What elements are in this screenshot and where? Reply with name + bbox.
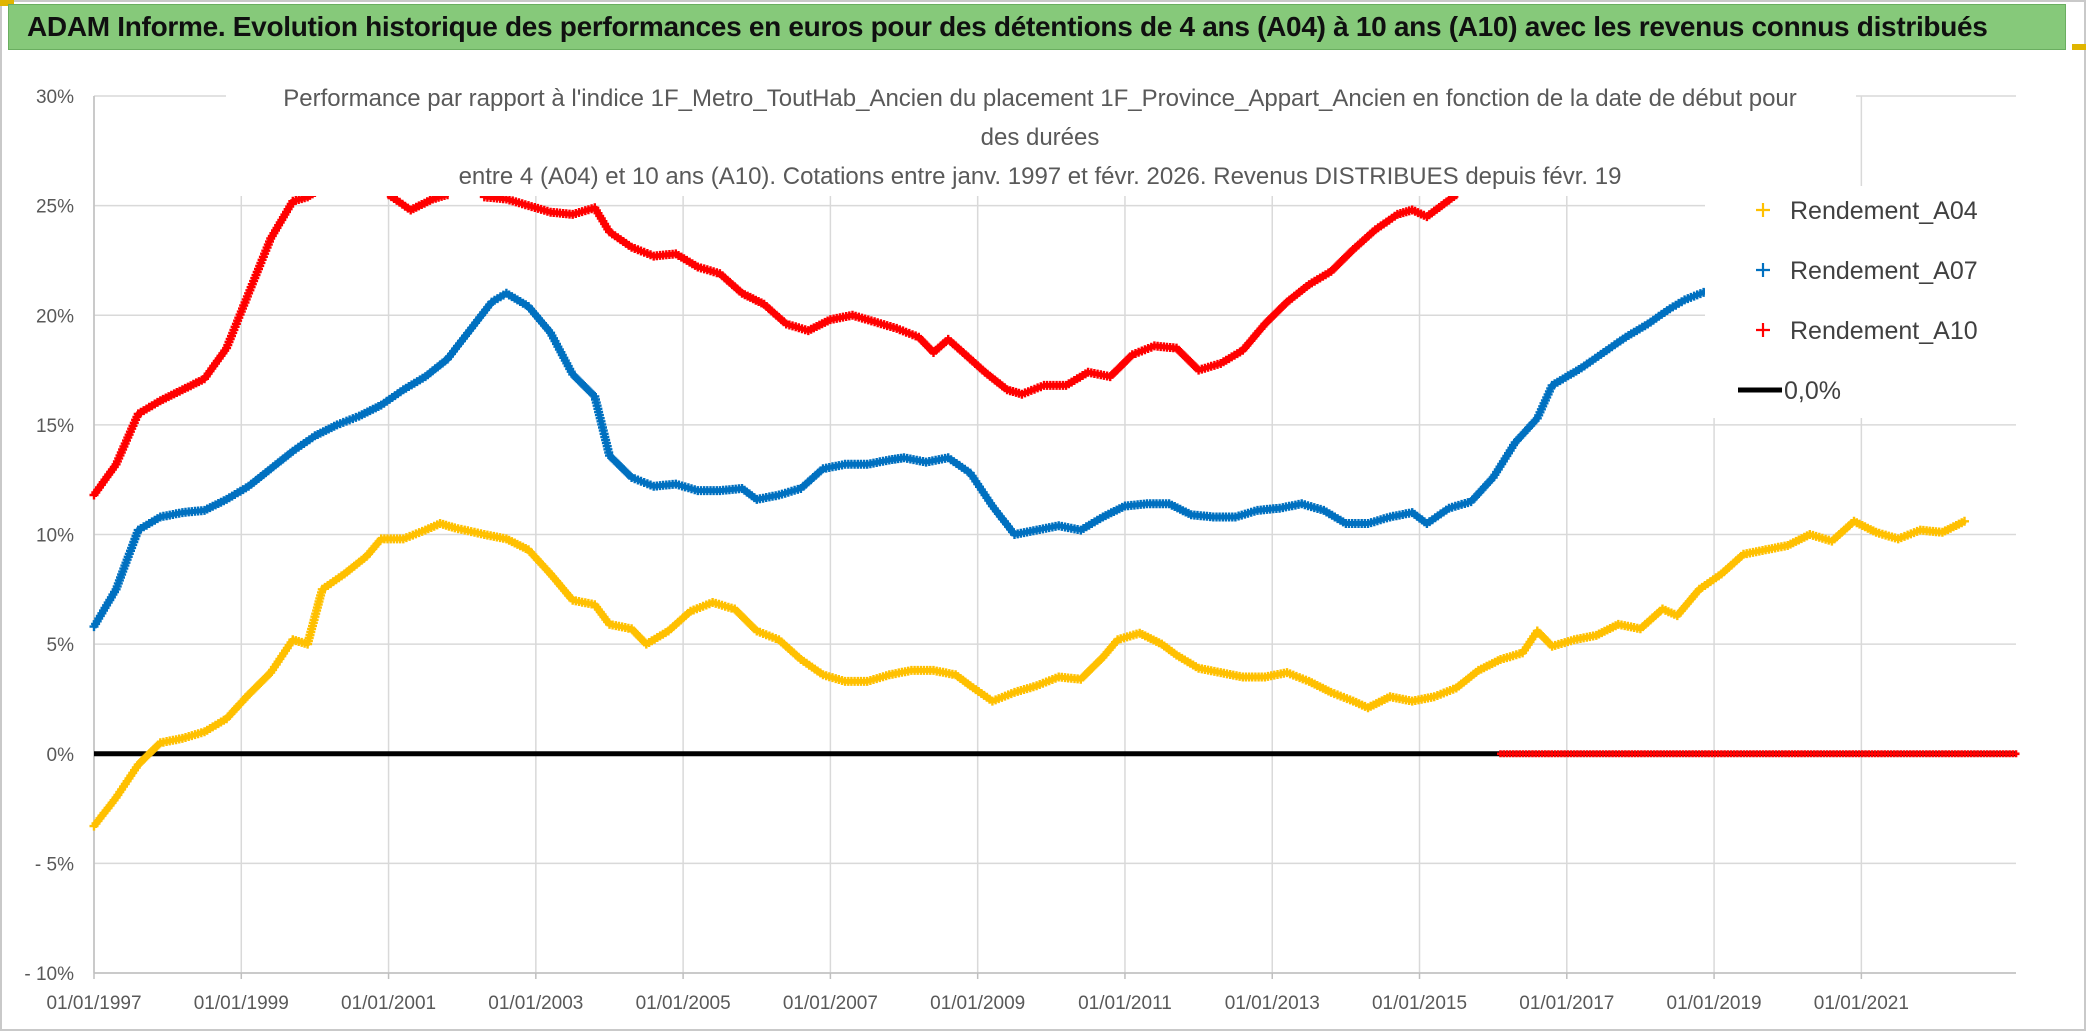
legend-marker <box>1756 263 1770 277</box>
legend-label: 0,0% <box>1784 377 1841 405</box>
x-tick-label: 01/01/2021 <box>1814 993 1909 1014</box>
series-rendement-a04 <box>89 516 1969 831</box>
series-markers <box>479 190 1461 399</box>
legend-background <box>1705 186 2017 418</box>
x-tick-label: 01/01/1999 <box>194 993 289 1014</box>
chart-title-line: Performance par rapport à l'indice 1F_Me… <box>283 85 1797 112</box>
legend: Rendement_A04 Rendement_A07 Rendement_A10 0… <box>1705 186 2017 418</box>
chart-title-background <box>226 78 1856 196</box>
legend-label: Rendement_A07 <box>1790 257 1978 285</box>
header-title: ADAM Informe. Evolution historique des p… <box>27 11 1988 42</box>
legend-label: Rendement_A10 <box>1790 317 1978 345</box>
legend-label: Rendement_A04 <box>1790 197 1978 225</box>
y-tick-label: 20% <box>36 306 74 327</box>
series-line <box>91 190 317 497</box>
x-tick-label: 01/01/2015 <box>1372 993 1467 1014</box>
y-tick-label: 0% <box>47 745 75 766</box>
x-tick-label: 01/01/2011 <box>1078 993 1172 1014</box>
frame-corner-mark <box>2072 44 2086 50</box>
series-markers <box>89 516 1969 831</box>
x-axis-tick-labels: 01/01/1997 01/01/1999 01/01/2001 01/01/2003… <box>46 993 1908 1014</box>
series-markers <box>89 188 320 500</box>
series-line <box>92 518 1966 828</box>
y-tick-label: - 10% <box>24 964 74 985</box>
x-tick-label: 01/01/2019 <box>1667 993 1762 1014</box>
chart-title: Performance par rapport à l'indice 1F_Me… <box>226 78 1856 196</box>
x-tick-label: 01/01/2001 <box>341 993 436 1014</box>
y-tick-label: 10% <box>36 526 74 547</box>
series-line <box>484 192 1458 397</box>
x-tick-label: 01/01/2007 <box>783 993 878 1014</box>
chart-title-line: entre 4 (A04) et 10 ans (A10). Cotations… <box>459 163 1622 190</box>
y-tick-label: 15% <box>36 416 74 437</box>
y-tick-label: - 5% <box>35 854 74 875</box>
frame-corner-mark <box>0 0 14 6</box>
chart-title-line: des durées <box>981 124 1100 151</box>
legend-marker <box>1756 323 1770 337</box>
legend-marker <box>1756 203 1770 217</box>
x-tick-label: 01/01/2009 <box>930 993 1025 1014</box>
y-tick-label: 30% <box>36 87 74 108</box>
series-rendement-a07 <box>89 282 1719 632</box>
series-markers <box>89 282 1719 632</box>
series-a10-zero-markers <box>1497 750 2020 758</box>
x-tick-label: 01/01/2013 <box>1225 993 1320 1014</box>
header-bar: ADAM Informe. Evolution historique des p… <box>8 4 2066 50</box>
y-axis-tick-labels: 30% 25% 20% 15% 10% 5% 0% - 5% - 10% <box>24 87 74 985</box>
y-tick-label: 25% <box>36 197 74 218</box>
x-tick-label: 01/01/2003 <box>488 993 583 1014</box>
series-layer <box>89 188 2020 831</box>
x-tick-label: 01/01/2005 <box>636 993 731 1014</box>
series-rendement-a10 <box>89 188 1461 500</box>
x-tick-label: 01/01/1997 <box>46 993 141 1014</box>
x-tick-label: 01/01/2017 <box>1519 993 1614 1014</box>
y-tick-label: 5% <box>47 635 75 656</box>
